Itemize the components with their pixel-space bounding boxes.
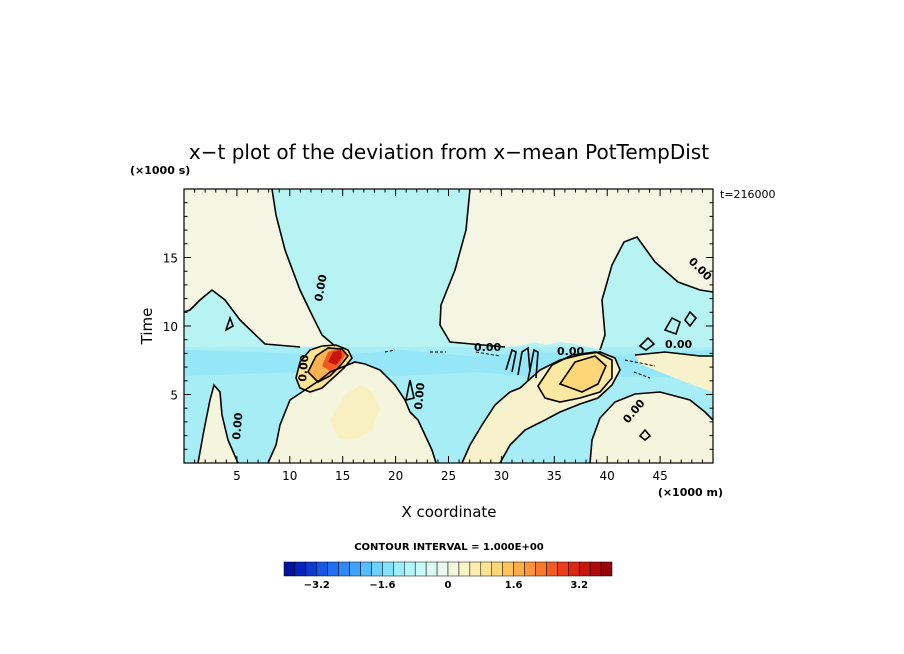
contour-line: [197, 383, 239, 463]
lower-warm-x20-core: [330, 385, 380, 440]
contour-line: [224, 315, 652, 442]
contour-label: 0.00: [665, 338, 692, 351]
colorbar-cell: [524, 561, 536, 577]
colorbar-cell: [404, 561, 416, 577]
colorbar-cell: [327, 561, 339, 577]
colorbar-cell: [316, 561, 328, 577]
warm-bulge-x38-core: [560, 356, 606, 392]
x-tick-label: 25: [441, 469, 456, 483]
colorbar-tick-label: −3.2: [304, 580, 330, 591]
contour-line: [307, 347, 350, 383]
colorbar-cell: [502, 561, 514, 577]
x-tick-label: 40: [600, 469, 615, 483]
y-tick-label: 15: [163, 252, 178, 266]
contour-line: [295, 344, 353, 393]
contour-field: [184, 189, 713, 463]
chart-title: x−t plot of the deviation from x−mean Po…: [189, 140, 709, 164]
colorbar-cell: [360, 561, 372, 577]
contour-line: [271, 189, 336, 347]
contour-label: 0.00: [557, 345, 584, 358]
lower-left-warm: [198, 385, 238, 463]
contour-line: [461, 351, 621, 463]
upper-left-warm: [184, 189, 335, 347]
y-tick-label: 5: [170, 389, 178, 403]
colorbar-tick-label: 3.2: [570, 580, 588, 591]
y-axis-label: Time: [138, 308, 156, 346]
colorbar-cell: [371, 561, 383, 577]
colorbar-cell: [535, 561, 547, 577]
colorbar-cell: [513, 561, 525, 577]
colorbar-cell: [458, 561, 471, 577]
colorbar-tick-label: 1.6: [505, 580, 523, 591]
contour-label: 0.00: [412, 382, 427, 411]
colorbar-cell: [469, 561, 482, 577]
lower-right-warm: [590, 392, 713, 463]
colorbar-cell: [589, 561, 602, 577]
x-tick-label: 20: [388, 469, 403, 483]
colorbar-cell: [568, 561, 580, 577]
contour-line: [638, 310, 698, 351]
x-tick-label: 5: [233, 469, 241, 483]
negative-contours: [384, 349, 656, 379]
right-middle-warm: [635, 352, 713, 392]
x-unit-label: (×1000 m): [658, 486, 723, 499]
contour-line: [439, 189, 506, 348]
upper-center-warm: [437, 189, 713, 350]
contour-line: [505, 346, 539, 381]
colorbar-cell: [425, 561, 438, 577]
colorbar-cell: [491, 561, 503, 577]
colorbar-cell: [557, 561, 569, 577]
contour-line: [589, 391, 713, 463]
colorbar-ticks: −3.2 −1.6 0 1.6 3.2: [304, 580, 588, 591]
contour-label: 0.00: [312, 273, 330, 302]
colorbar-cell: [338, 561, 350, 577]
contour-line: [267, 361, 437, 463]
y-tick-label: 10: [163, 320, 178, 334]
colorbar-cell: [305, 561, 318, 577]
colorbar: [283, 561, 613, 577]
contour-label: 0.00: [230, 412, 245, 441]
colorbar-cell: [600, 561, 613, 577]
x-tick-label: 30: [494, 469, 509, 483]
contour-label: 0.00: [474, 341, 501, 354]
colorbar-cell: [414, 561, 427, 577]
colorbar-tick-label: −1.6: [369, 580, 395, 591]
x-tick-label: 10: [282, 469, 297, 483]
colorbar-cell: [382, 561, 394, 577]
contour-line: [599, 236, 713, 351]
contour-interval-text: CONTOUR INTERVAL = 1.000E+00: [354, 542, 544, 553]
warm-peak-max: [328, 350, 342, 365]
colorbar-cell: [436, 561, 449, 577]
colorbar-cell: [294, 561, 307, 577]
colorbar-cell: [480, 561, 492, 577]
x-axis-label: X coordinate: [401, 503, 496, 521]
contour-line: [558, 355, 607, 393]
contour-line: [184, 288, 301, 348]
contour-line: [634, 351, 713, 357]
dashed-contour: [384, 349, 656, 379]
x-tick-label: 35: [547, 469, 562, 483]
colorbar-cell: [283, 561, 296, 577]
colorbar-cell: [546, 561, 558, 577]
time-stamp: t=216000: [720, 188, 776, 201]
contour-label: 0.00: [296, 354, 311, 383]
colorbar-cell: [393, 561, 405, 577]
zero-contours: [184, 189, 713, 463]
colorbar-cell: [349, 561, 361, 577]
x-axis-ticks: 5 10 15 20 25 30 35 40 45: [194, 189, 703, 483]
colorbar-cell: [578, 561, 591, 577]
colorbar-cell: [447, 561, 460, 577]
contour-line: [537, 351, 613, 403]
colorbar-tick-label: 0: [445, 580, 452, 591]
y-axis-ticks: 5 10 15: [163, 202, 713, 450]
x-tick-label: 15: [335, 469, 350, 483]
x-tick-label: 45: [652, 469, 667, 483]
y-unit-label: (×1000 s): [130, 164, 190, 177]
